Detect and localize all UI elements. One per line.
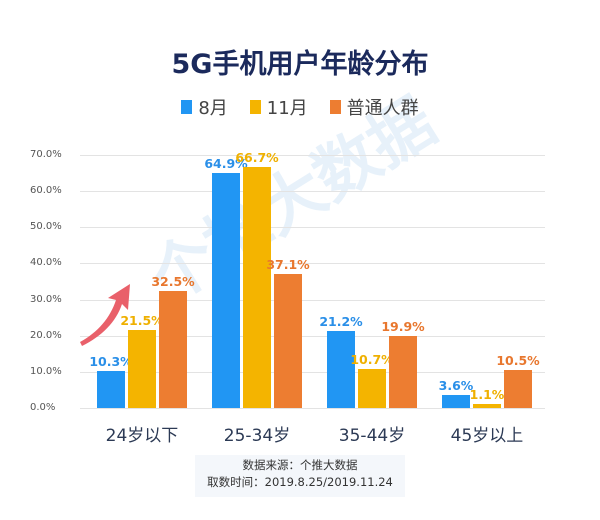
trend-arrow-icon (80, 284, 130, 346)
data-source-box: 数据来源：个推大数据 取数时间：2019.8.25/2019.11.24 (195, 455, 405, 497)
bar-value-label: 37.1% (266, 256, 310, 272)
bar-value-label: 32.5% (151, 273, 195, 289)
y-tick-label: 0.0% (30, 402, 56, 413)
bar-value-label: 64.9% (204, 156, 248, 172)
bar (97, 370, 125, 408)
gridline (80, 263, 545, 265)
y-tick-label: 70.0% (30, 149, 62, 160)
x-category-label: 25-34岁 (223, 426, 291, 446)
bar (243, 166, 271, 408)
y-tick-label: 60.0% (30, 185, 62, 197)
bar-value-label: 21.2% (319, 314, 363, 330)
legend-label-general: 普通人群 (346, 98, 419, 119)
bar (504, 370, 532, 408)
bar-value-label: 66.7% (235, 149, 279, 165)
y-tick-label: 40.0% (30, 257, 62, 269)
x-category-label: 45岁以上 (450, 426, 524, 446)
bar (274, 273, 302, 408)
legend-item-nov: 11月 (249, 94, 308, 120)
bar (128, 330, 156, 408)
bar-value-label: 10.5% (496, 353, 540, 369)
gridline (80, 191, 545, 193)
y-tick-label: 30.0% (30, 293, 62, 305)
legend: 8月 11月 普通人群 (0, 94, 600, 120)
bar-value-label: 3.6% (438, 377, 474, 393)
data-source-line: 数据来源：个推大数据 (242, 458, 358, 472)
legend-swatch-general (329, 100, 341, 114)
bar (327, 331, 355, 408)
data-date-line: 取数时间：2019.8.25/2019.11.24 (207, 475, 393, 489)
bar-value-label: 1.1% (469, 387, 505, 403)
legend-label-nov: 11月 (266, 98, 308, 119)
bar-value-label: 21.5% (120, 313, 164, 329)
bar (442, 394, 470, 408)
bar-value-label: 19.9% (381, 319, 425, 335)
legend-item-aug: 8月 (181, 94, 228, 120)
legend-swatch-aug (181, 100, 193, 114)
y-tick-label: 10.0% (30, 365, 62, 377)
x-category-label: 24岁以下 (105, 426, 179, 446)
legend-swatch-nov (249, 100, 261, 114)
bar (389, 336, 417, 408)
legend-item-general: 普通人群 (329, 94, 419, 120)
gridline (80, 155, 545, 156)
bar (358, 369, 386, 408)
gridline (80, 227, 545, 229)
bar (159, 290, 187, 408)
y-tick-label: 20.0% (30, 329, 62, 341)
bar-value-label: 10.3% (89, 353, 133, 369)
gridline (80, 408, 545, 409)
gridline (80, 335, 545, 337)
bar (473, 404, 501, 408)
gridline (80, 371, 545, 373)
y-tick-label: 50.0% (30, 221, 62, 233)
bar (212, 173, 240, 408)
x-category-label: 35-44岁 (338, 426, 406, 446)
gridline (80, 299, 545, 301)
chart-title: 5G手机用户年龄分布 (171, 49, 429, 80)
legend-label-aug: 8月 (198, 98, 228, 119)
bar-value-label: 10.7% (350, 352, 394, 368)
